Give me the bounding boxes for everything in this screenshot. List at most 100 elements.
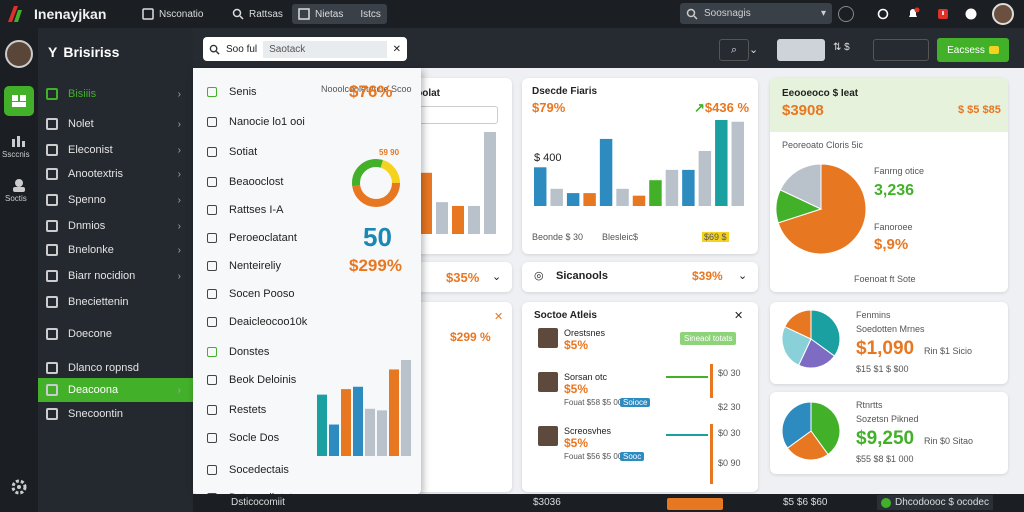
user-avatar[interactable] — [5, 40, 33, 68]
dropdown-item[interactable]: Rattses I-A — [207, 200, 283, 220]
menu-item[interactable]: Deacoona › — [38, 378, 193, 402]
gear-icon[interactable] — [10, 478, 28, 496]
legend-item: Blesleic$ — [602, 232, 639, 242]
card-value-2: $,9% — [874, 236, 909, 253]
dropdown-item[interactable]: Sotiat — [207, 142, 257, 162]
dropdown-item[interactable]: Peroeoclatant — [207, 228, 297, 248]
filter-value[interactable]: Saotack — [263, 40, 387, 58]
card-foot: $15 $1 $ $00 — [856, 364, 909, 374]
menu-item[interactable]: Doecone — [38, 322, 193, 346]
alert-icon[interactable] — [934, 5, 952, 23]
menu-item[interactable]: Bnelonke › — [38, 238, 193, 262]
status-right[interactable]: Dhcodoooc $ ocodec — [877, 495, 993, 510]
close-icon[interactable]: ✕ — [734, 310, 744, 322]
menu-item[interactable]: Bisiiis › — [38, 82, 193, 106]
bar — [731, 121, 744, 206]
check-icon — [881, 497, 891, 508]
menu-item[interactable]: Snecoontin — [38, 402, 193, 426]
search-input[interactable]: Soosnagis ▾ — [680, 3, 832, 24]
dropdown-item[interactable]: Senis — [207, 82, 257, 102]
menu-icon: Y — [48, 44, 58, 60]
menu-item[interactable]: Bneciettenin — [38, 290, 193, 314]
menu-item[interactable]: Dlanco ropnsd — [38, 356, 193, 380]
badge-icon — [988, 46, 999, 54]
card-side: Rin $0 Sitao — [924, 436, 974, 446]
menu-item[interactable]: Biarr nocidion › — [38, 264, 193, 288]
rail-label: Ssccnis — [2, 150, 30, 159]
dropdown-item-value: 59 90 — [379, 148, 400, 157]
dropdown-item[interactable]: Deaicleocoo10k — [207, 312, 307, 332]
bar — [665, 169, 679, 206]
dropdown-item-label: Donstes — [229, 346, 270, 358]
nav-item-1[interactable]: Rattsas — [226, 4, 289, 24]
status-chip-text: $5 $6 $60 — [783, 497, 828, 508]
metric-pill-1[interactable]: $35% ⌄ — [404, 262, 512, 292]
bell-icon[interactable] — [904, 5, 922, 23]
item-icon — [207, 289, 217, 299]
menu-item[interactable]: Spenno › — [38, 188, 193, 212]
card-metric: Soedotten Mrnes — [856, 324, 925, 334]
card-title: Rtnrtts — [856, 400, 883, 410]
avatar[interactable] — [538, 328, 558, 348]
metric-bar-2[interactable]: ◎ Sicanools $39% ⌄ — [522, 262, 758, 292]
search-button[interactable]: ⌕ — [719, 39, 749, 61]
menu-item[interactable]: Dnmios › — [38, 214, 193, 238]
help-icon[interactable] — [962, 5, 980, 23]
flag-icon — [46, 384, 58, 396]
dropdown-item[interactable]: Socen Pooso — [207, 284, 294, 304]
primary-button[interactable]: Eacsess — [937, 38, 1009, 62]
chevron-down-icon[interactable]: ⌄ — [749, 44, 759, 56]
menu-item[interactable]: Nolet › — [38, 112, 193, 136]
chevron-right-icon: › — [177, 194, 181, 206]
dropdown-item[interactable]: Nenteireliy — [207, 256, 281, 276]
export-button[interactable] — [873, 39, 929, 61]
dropdown-item[interactable]: Socedectais — [207, 460, 289, 480]
filter-icon[interactable]: ⇅ $ — [833, 42, 850, 53]
item-icon — [207, 87, 217, 97]
card-value: $3908 — [782, 102, 824, 119]
filter-search[interactable]: Soo ful Saotack ✕ — [203, 37, 407, 61]
dropdown-item[interactable]: Socle Dos — [207, 428, 279, 448]
chart-icon[interactable] — [10, 134, 28, 148]
avatar[interactable] — [538, 372, 558, 392]
menu-item[interactable]: Eleconist › — [38, 138, 193, 162]
chevron-right-icon: › — [177, 144, 181, 156]
avatar[interactable] — [538, 426, 558, 446]
nav-item-2[interactable]: Nietas Istcs — [292, 4, 387, 24]
bar — [566, 193, 580, 206]
card-right-value: $ $5 $85 — [958, 104, 1001, 116]
circle-icon[interactable] — [874, 5, 892, 23]
bar — [401, 360, 411, 456]
chevron-right-icon: › — [177, 244, 181, 256]
app-logo[interactable] — [6, 4, 26, 24]
bookmark-icon — [46, 144, 58, 156]
doc-icon — [46, 118, 58, 130]
dropdown-item[interactable]: Beok Deloinis — [207, 370, 296, 390]
view-toggle[interactable] — [777, 39, 825, 61]
settings-icon[interactable] — [838, 6, 854, 22]
dropdown-item[interactable]: Nanocie lo1 ooi — [207, 112, 305, 132]
status-badge: Sineaol totats — [680, 332, 737, 345]
dropdown-item[interactable]: Beaooclost — [207, 172, 283, 192]
card-title: Dsecde Fiaris — [532, 86, 598, 97]
item-icon — [207, 465, 217, 475]
people-icon[interactable] — [10, 178, 28, 192]
dropdown-select[interactable] — [418, 106, 498, 124]
bar — [365, 408, 375, 456]
dropdown-item[interactable]: Donstes — [207, 342, 269, 362]
card-right-1: Eeooeoco $ Ieat $3908 $ $5 $85 Peoreoato… — [770, 78, 1008, 292]
close-icon[interactable]: ✕ — [392, 43, 401, 55]
pie-chart-3 — [781, 401, 841, 461]
search-icon — [209, 44, 220, 55]
avatar[interactable] — [992, 3, 1014, 25]
dashboard-icon[interactable] — [4, 86, 34, 116]
bar — [583, 193, 596, 206]
dash-icon — [46, 328, 58, 340]
nav-item-0[interactable]: Nsconatio — [136, 4, 209, 24]
dropdown-item[interactable]: Restets — [207, 400, 266, 420]
dropdown-item-label: Senis — [229, 86, 257, 98]
metric-pct: $39% — [692, 269, 723, 283]
menu-item[interactable]: Anootextris › — [38, 162, 193, 186]
dropdown-item-label: Socle Dos — [229, 432, 280, 444]
close-icon[interactable]: ✕ — [494, 311, 504, 323]
